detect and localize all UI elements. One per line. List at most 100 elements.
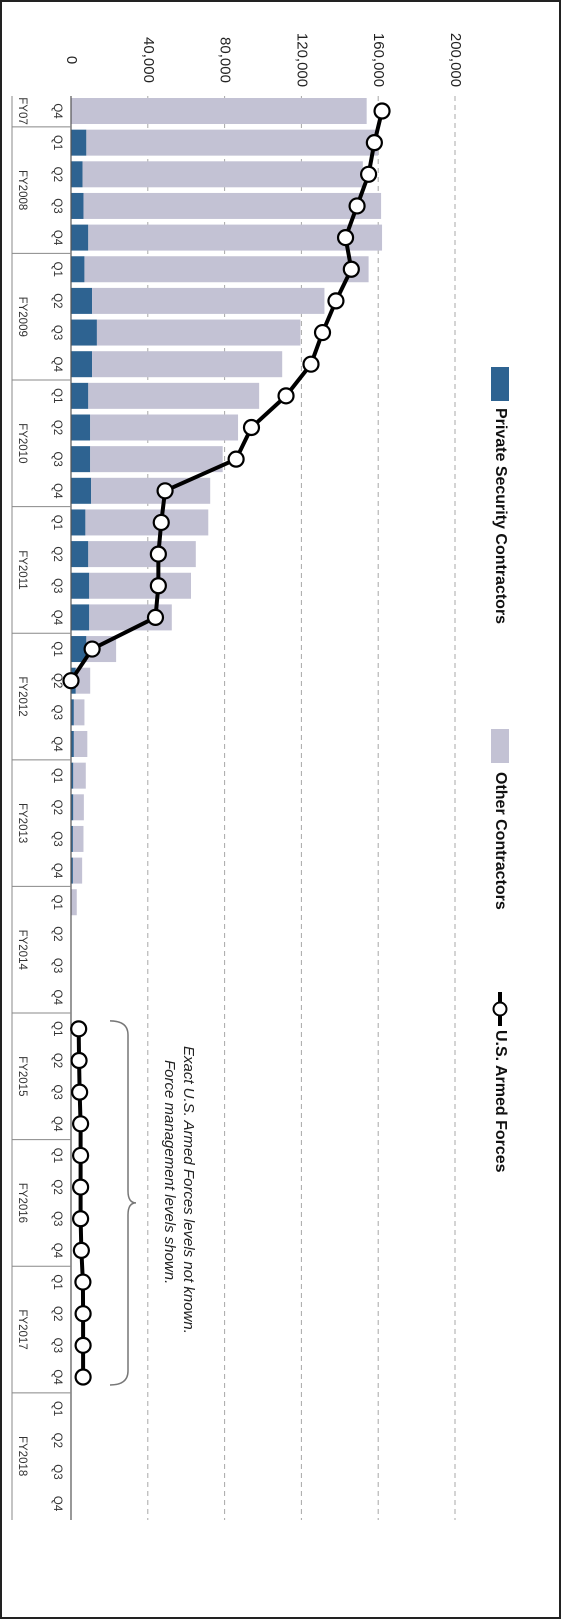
quarter-label: Q1 xyxy=(51,1148,63,1163)
bar-other-contractors xyxy=(88,541,196,568)
legend-label-private-security: Private Security Contractors xyxy=(492,408,509,624)
armed-forces-point xyxy=(342,260,360,278)
bar-private-security xyxy=(71,256,85,283)
armed-forces-point xyxy=(71,1083,89,1101)
armed-forces-point xyxy=(70,1051,88,1070)
armed-forces-point xyxy=(373,102,391,120)
quarter-label: Q1 xyxy=(51,515,63,530)
fiscal-year-label: FY07 xyxy=(16,97,28,125)
bar-private-security xyxy=(71,825,73,852)
armed-forces-point xyxy=(156,482,174,500)
annotation-line-2: Force management levels shown. xyxy=(161,1060,178,1284)
bar-private-security xyxy=(71,794,74,821)
quarter-label: Q1 xyxy=(51,1274,63,1289)
bar-private-security xyxy=(71,477,92,504)
quarter-label: Q2 xyxy=(51,546,63,561)
quarter-label: Q2 xyxy=(51,420,63,435)
bar-private-security xyxy=(71,857,73,884)
fiscal-year-label: FY2017 xyxy=(16,1309,28,1349)
annotation-line-1: Exact U.S. Armed Forces levels not known… xyxy=(180,1046,197,1334)
quarter-label: Q2 xyxy=(51,800,63,815)
quarter-label: Q2 xyxy=(51,926,63,941)
quarter-label: Q2 xyxy=(51,673,63,688)
quarter-label: Q4 xyxy=(51,1243,63,1259)
armed-forces-point xyxy=(71,1146,90,1165)
quarter-label: Q1 xyxy=(51,1401,63,1416)
quarter-label: Q3 xyxy=(51,1084,63,1099)
armed-forces-point xyxy=(71,1115,90,1133)
bar-private-security xyxy=(71,509,86,536)
legend-marker-armed-forces xyxy=(492,1001,508,1017)
bar-private-security xyxy=(71,636,87,663)
bar-other-contractors xyxy=(89,572,191,599)
quarter-label: Q1 xyxy=(51,1021,63,1036)
bar-other-contractors xyxy=(90,446,223,473)
quarter-label: Q3 xyxy=(51,831,63,846)
bar-other-contractors xyxy=(85,509,209,536)
bar-other-contractors xyxy=(73,731,88,757)
armed-forces-point xyxy=(336,229,355,247)
fiscal-year-label: FY2013 xyxy=(16,803,28,843)
bar-other-contractors xyxy=(88,382,260,409)
armed-forces-point xyxy=(149,545,167,563)
armed-forces-point xyxy=(149,577,167,595)
fiscal-year-label: FY2009 xyxy=(16,297,28,337)
armed-forces-line-segment xyxy=(76,1028,86,1377)
armed-forces-point xyxy=(360,165,378,183)
bar-private-security xyxy=(71,287,93,314)
bar-private-security xyxy=(71,382,89,409)
armed-forces-point xyxy=(302,355,320,373)
quarter-label: Q4 xyxy=(51,483,63,499)
quarter-label: Q4 xyxy=(51,1496,63,1512)
quarter-label: Q3 xyxy=(51,198,63,213)
bar-other-contractors xyxy=(71,889,77,916)
quarter-label: Q3 xyxy=(51,705,63,720)
bar-private-security xyxy=(71,224,89,251)
bar-other-contractors xyxy=(91,477,211,504)
bar-private-security xyxy=(71,572,90,599)
legend: Private Security Contractors Other Contra… xyxy=(491,367,509,1173)
value-tick-label: 40,000 xyxy=(140,37,157,83)
fiscal-year-label: FY2008 xyxy=(16,170,28,210)
bar-private-security xyxy=(71,604,90,631)
bar-other-contractors xyxy=(90,414,239,441)
quarter-label: Q1 xyxy=(51,641,63,656)
quarter-label: Q4 xyxy=(51,1369,63,1385)
quarter-label: Q1 xyxy=(51,768,63,783)
quarter-label: Q3 xyxy=(51,578,63,593)
bar-private-security xyxy=(71,129,87,156)
bar-other-contractors xyxy=(73,762,86,789)
armed-forces-point xyxy=(71,1210,90,1228)
fiscal-year-label: FY2011 xyxy=(16,550,28,589)
quarter-label: Q3 xyxy=(51,1338,63,1353)
annotation: Exact U.S. Armed Forces levels not known… xyxy=(109,1020,197,1386)
quarter-label: Q2 xyxy=(51,293,63,308)
armed-forces-point xyxy=(74,1273,92,1291)
fiscal-year-label: FY2018 xyxy=(16,1436,28,1476)
bar-private-security xyxy=(71,699,74,726)
value-tick-label: 200,000 xyxy=(447,33,464,87)
armed-forces-point xyxy=(62,672,80,690)
bar-other-contractors xyxy=(92,351,283,378)
quarter-label: Q1 xyxy=(51,895,63,910)
value-tick-label: 0 xyxy=(63,56,80,64)
quarter-label: Q4 xyxy=(51,863,63,879)
armed-forces-point xyxy=(74,1305,92,1323)
armed-forces-point xyxy=(72,1241,90,1260)
value-axis-ticks: 0 40,000 80,000 120,000 160,000 200,000 xyxy=(63,33,464,87)
bar-private-security xyxy=(71,351,93,378)
bar-other-contractors xyxy=(84,256,369,283)
quarter-label: Q4 xyxy=(51,990,63,1006)
quarter-label: Q1 xyxy=(51,135,63,150)
quarter-label: Q3 xyxy=(51,1464,63,1479)
bar-other-contractors xyxy=(75,667,91,694)
quarter-label: Q3 xyxy=(51,325,63,340)
bar-private-security xyxy=(71,731,74,757)
quarter-label: Q4 xyxy=(51,610,63,626)
quarter-label: Q4 xyxy=(51,736,63,752)
armed-forces-point xyxy=(83,640,101,658)
quarter-label: Q3 xyxy=(51,1211,63,1226)
quarter-label: Q4 xyxy=(51,1116,63,1132)
annotation-bracket xyxy=(109,1020,137,1386)
